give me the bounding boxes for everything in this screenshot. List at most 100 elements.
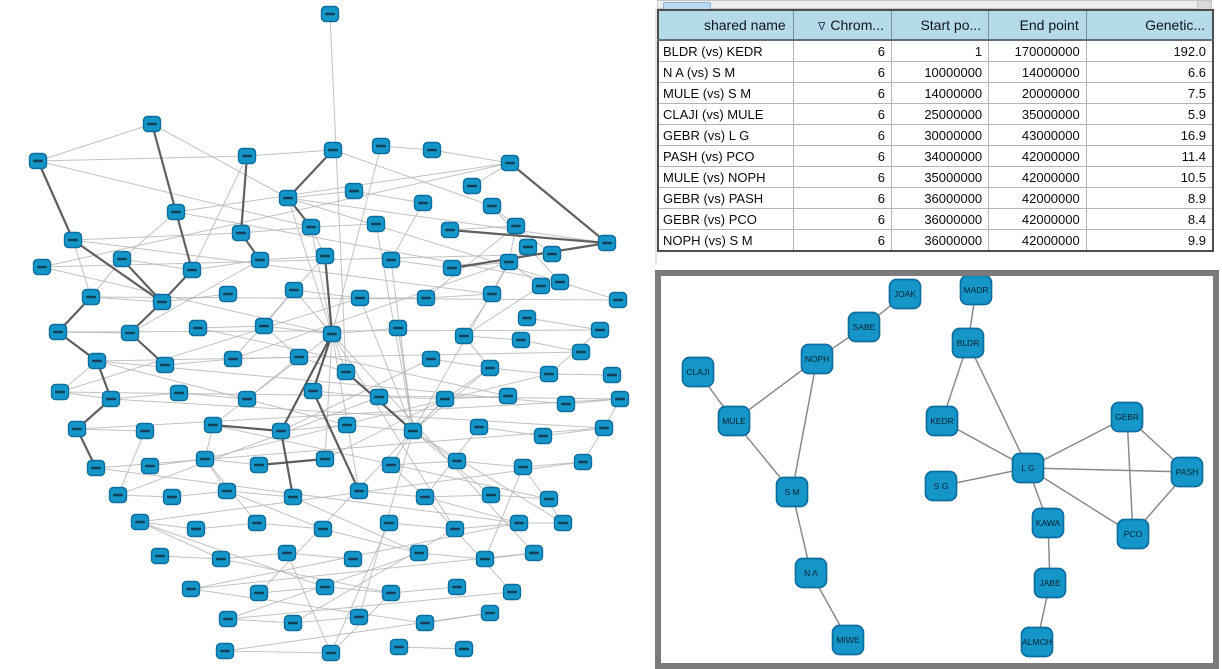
subnetwork-node-madr[interactable]: MADR <box>959 276 993 306</box>
graph-node[interactable] <box>155 356 175 374</box>
graph-node[interactable] <box>135 422 155 440</box>
graph-node[interactable] <box>112 250 132 268</box>
graph-node[interactable] <box>277 544 297 562</box>
subnetwork-node-jabe[interactable]: JABE <box>1033 567 1067 599</box>
node-shape[interactable] <box>1170 456 1204 488</box>
graph-node[interactable] <box>231 224 251 242</box>
node-shape[interactable] <box>831 624 865 656</box>
graph-node[interactable] <box>323 141 343 159</box>
node-shape[interactable] <box>1116 518 1150 550</box>
graph-node[interactable] <box>218 285 238 303</box>
graph-node[interactable] <box>336 363 356 381</box>
graph-node[interactable] <box>447 578 467 596</box>
graph-node[interactable] <box>533 427 553 445</box>
graph-node[interactable] <box>301 218 321 236</box>
filter-icon[interactable]: ∇ <box>817 21 826 33</box>
graph-node[interactable] <box>140 457 160 475</box>
graph-node[interactable] <box>498 387 518 405</box>
subnetwork-node-na[interactable]: N A <box>794 557 828 589</box>
node-shape[interactable] <box>959 276 993 306</box>
node-shape[interactable] <box>775 476 809 508</box>
graph-node[interactable] <box>195 450 215 468</box>
graph-node[interactable] <box>413 194 433 212</box>
graph-node[interactable] <box>237 147 257 165</box>
graph-node[interactable] <box>440 221 460 239</box>
graph-node[interactable] <box>169 384 189 402</box>
node-shape[interactable] <box>951 327 985 359</box>
table-row[interactable]: BLDR (vs) KEDR 6 1 170000000 192.0 <box>657 39 1214 62</box>
subnetwork-canvas[interactable]: JOAK SABE NOPH CLAJI MULE KEDR MADR BLDR GEBR L G… <box>661 276 1213 663</box>
graph-node[interactable] <box>389 638 409 656</box>
node-shape[interactable] <box>888 278 922 310</box>
graph-node[interactable] <box>50 383 70 401</box>
graph-node[interactable] <box>343 550 363 568</box>
table-row[interactable]: GEBR (vs) PCO 6 36000000 42000000 8.4 <box>657 208 1214 230</box>
graph-node[interactable] <box>594 419 614 437</box>
graph-node[interactable] <box>284 281 304 299</box>
graph-node[interactable] <box>480 604 500 622</box>
graph-node[interactable] <box>381 251 401 269</box>
graph-node[interactable] <box>152 293 172 311</box>
graph-node[interactable] <box>349 608 369 626</box>
graph-node[interactable] <box>283 488 303 506</box>
table-row[interactable]: MULE (vs) S M 6 14000000 20000000 7.5 <box>657 82 1214 104</box>
graph-node[interactable] <box>349 482 369 500</box>
graph-node[interactable] <box>203 416 223 434</box>
main-network-canvas[interactable] <box>0 0 655 669</box>
graph-node[interactable] <box>511 331 531 349</box>
node-shape[interactable] <box>925 405 959 437</box>
graph-node[interactable] <box>435 390 455 408</box>
graph-node[interactable] <box>48 323 68 341</box>
graph-node[interactable] <box>120 324 140 342</box>
graph-node[interactable] <box>550 273 570 291</box>
graph-node[interactable] <box>556 395 576 413</box>
graph-node[interactable] <box>32 258 52 276</box>
graph-node[interactable] <box>447 452 467 470</box>
node-shape[interactable] <box>1110 401 1144 433</box>
node-shape[interactable] <box>681 356 715 388</box>
main-network-view[interactable] <box>0 0 655 669</box>
graph-node[interactable] <box>469 418 489 436</box>
graph-node[interactable] <box>442 259 462 277</box>
graph-node[interactable] <box>322 325 342 343</box>
graph-node[interactable] <box>315 450 335 468</box>
subnetwork-node-gebr[interactable]: GEBR <box>1110 401 1144 433</box>
graph-node[interactable] <box>475 550 495 568</box>
graph-node[interactable] <box>223 350 243 368</box>
table-row[interactable]: MULE (vs) NOPH 6 35000000 42000000 10.5 <box>657 166 1214 188</box>
graph-node[interactable] <box>542 245 562 263</box>
graph-node[interactable] <box>344 182 364 200</box>
graph-node[interactable] <box>28 152 48 170</box>
subnetwork-node-claji[interactable]: CLAJI <box>681 356 715 388</box>
graph-node[interactable] <box>215 642 235 660</box>
graph-node[interactable] <box>421 350 441 368</box>
graph-node[interactable] <box>481 486 501 504</box>
graph-node[interactable] <box>67 420 87 438</box>
node-shape[interactable] <box>1033 567 1067 599</box>
graph-node[interactable] <box>610 390 630 408</box>
graph-node[interactable] <box>366 215 386 233</box>
graph-node[interactable] <box>350 289 370 307</box>
graph-node[interactable] <box>186 520 206 538</box>
graph-node[interactable] <box>381 584 401 602</box>
node-shape[interactable] <box>847 311 881 343</box>
graph-node[interactable] <box>81 288 101 306</box>
subnetwork-node-miwe[interactable]: MIWE <box>831 624 865 656</box>
graph-node[interactable] <box>422 141 442 159</box>
graph-node[interactable] <box>271 422 291 440</box>
graph-node[interactable] <box>247 514 267 532</box>
graph-node[interactable] <box>142 115 162 133</box>
node-shape[interactable] <box>717 405 751 437</box>
graph-node[interactable] <box>321 644 341 662</box>
graph-node[interactable] <box>506 217 526 235</box>
graph-node[interactable] <box>445 520 465 538</box>
graph-node[interactable] <box>573 453 593 471</box>
graph-node[interactable] <box>278 189 298 207</box>
graph-node[interactable] <box>409 544 429 562</box>
node-shape[interactable] <box>1020 626 1054 658</box>
graph-node[interactable] <box>162 488 182 506</box>
graph-node[interactable] <box>217 482 237 500</box>
node-shape[interactable] <box>794 557 828 589</box>
graph-node[interactable] <box>283 614 303 632</box>
graph-node[interactable] <box>249 456 269 474</box>
